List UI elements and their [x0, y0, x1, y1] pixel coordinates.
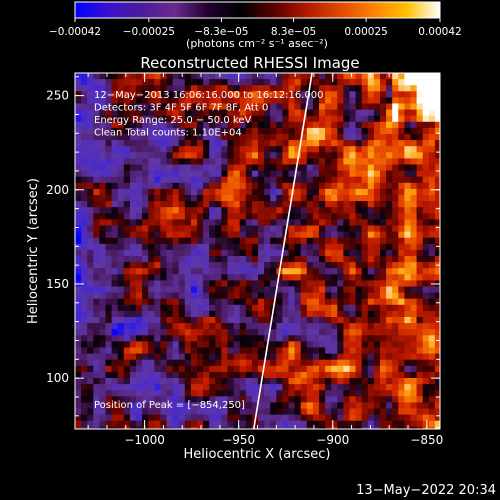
- annotation-line: Detectors: 3F 4F 5F 6F 7F 8F, Att 0: [94, 103, 268, 114]
- colorbar-tick-label: 8.3e−05: [271, 26, 316, 38]
- colorbar-tick-label: 0.00042: [418, 26, 461, 38]
- x-tick-label: −850: [410, 433, 443, 447]
- colorbar: [74, 1, 441, 19]
- annotation-block: 12−May−2013 16:06:16.000 to 16:12:16.000…: [94, 90, 324, 139]
- solar-limb-line: [252, 73, 313, 429]
- annotation-line: Clean Total counts: 1.10E+04: [94, 128, 242, 139]
- x-axis-ticks: −1000 −950 −900 −850: [87, 73, 443, 447]
- annotation-line: 12−May−2013 16:06:16.000 to 16:12:16.000: [94, 90, 324, 101]
- colorbar-tick-label: −8.3e−05: [194, 26, 248, 38]
- x-axis-label: Heliocentric X (arcsec): [184, 447, 331, 462]
- annotation-line: Energy Range: 25.0 − 50.0 keV: [94, 115, 251, 126]
- chart-title: Reconstructed RHESSI Image: [140, 54, 359, 72]
- y-tick-label: 200: [46, 183, 69, 197]
- y-tick-label: 150: [46, 277, 69, 291]
- colorbar-tick-label: −0.00025: [123, 26, 175, 38]
- y-tick-label: 100: [46, 371, 69, 385]
- x-tick-label: −1000: [124, 433, 165, 447]
- colorbar-tick-label: 0.00025: [344, 26, 387, 38]
- timestamp: 13−May−2022 20:34: [356, 483, 496, 498]
- colorbar-tick-label: −0.00042: [49, 26, 101, 38]
- colorbar-unit-label: (photons cm⁻² s⁻¹ asec⁻²): [186, 37, 328, 50]
- heatmap-image: [75, 73, 440, 429]
- y-axis-label: Heliocentric Y (arcsec): [26, 178, 41, 324]
- colorbar-ticks: −0.00042 −0.00025 −8.3e−05 8.3e−05 0.00025 0.…: [49, 18, 462, 38]
- y-axis-ticks: 100 150 200 250: [46, 76, 440, 417]
- peak-position-label: Position of Peak = [−854,250]: [94, 400, 245, 411]
- x-tick-label: −950: [222, 433, 255, 447]
- x-tick-label: −900: [316, 433, 349, 447]
- y-tick-label: 250: [46, 89, 69, 103]
